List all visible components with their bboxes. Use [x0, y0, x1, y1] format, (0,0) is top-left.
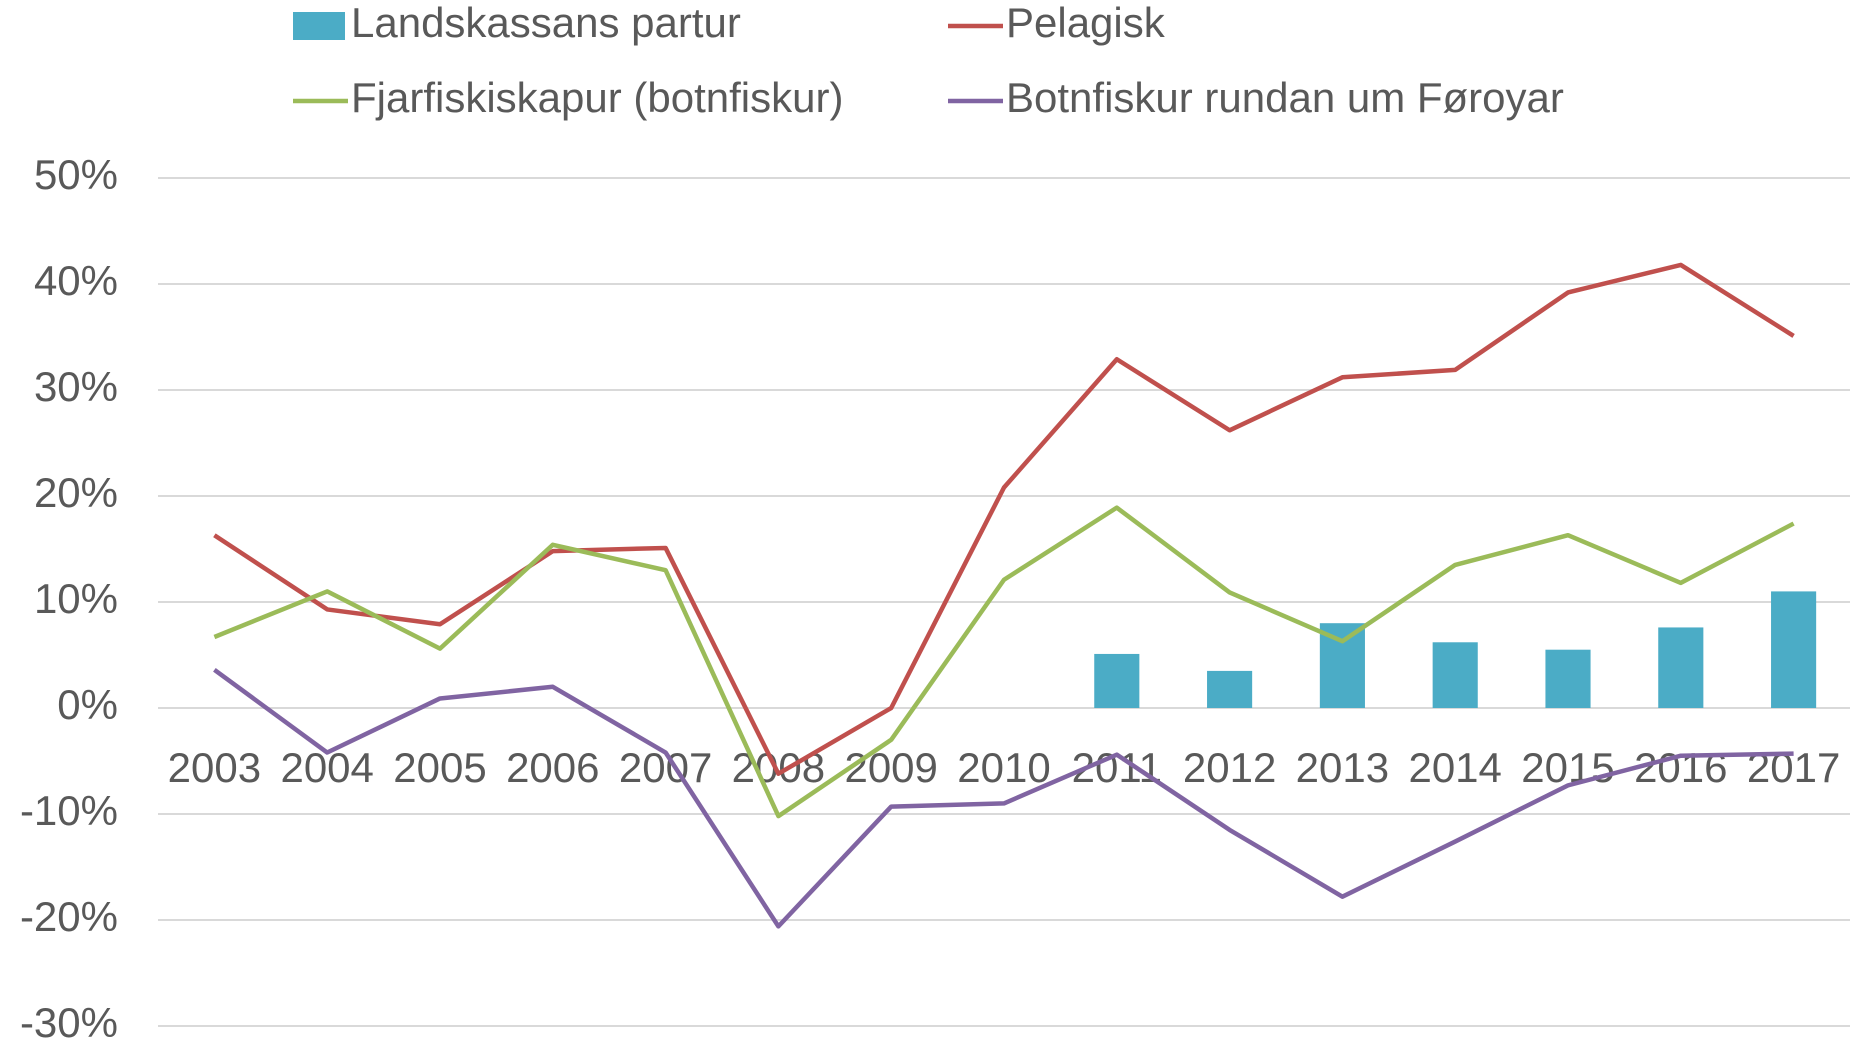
- legend-label: Pelagisk: [1006, 0, 1166, 46]
- y-tick-label: -10%: [20, 787, 118, 834]
- x-tick-label: 2012: [1183, 744, 1276, 791]
- x-tick-label: 2003: [168, 744, 261, 791]
- bar: [1658, 627, 1704, 708]
- y-tick-label: 20%: [34, 469, 118, 516]
- y-tick-label: 40%: [34, 257, 118, 304]
- legend-label: Fjarfiskiskapur (botnfiskur): [351, 74, 843, 121]
- x-tick-label: 2005: [393, 744, 486, 791]
- y-tick-label: -20%: [20, 893, 118, 940]
- x-tick-label: 2017: [1747, 744, 1840, 791]
- y-tick-label: 30%: [34, 363, 118, 410]
- line: [213, 262, 1795, 776]
- x-tick-label: 2014: [1408, 744, 1501, 791]
- line: [213, 505, 1795, 819]
- y-tick-label: 10%: [34, 575, 118, 622]
- x-tick-label: 2009: [844, 744, 937, 791]
- y-tick-label: 0%: [57, 681, 118, 728]
- line: [213, 668, 1794, 929]
- y-tick-label: 50%: [34, 151, 118, 198]
- legend-label: Landskassans partur: [351, 0, 741, 46]
- bar: [1545, 649, 1591, 708]
- x-tick-label: 2016: [1634, 744, 1727, 791]
- y-tick-label: -30%: [20, 999, 118, 1038]
- bar: [1319, 623, 1365, 708]
- bar: [1432, 642, 1478, 708]
- x-tick-label: 2010: [957, 744, 1050, 791]
- legend-swatch: [293, 12, 345, 40]
- bar: [1207, 670, 1253, 708]
- x-tick-label: 2008: [732, 744, 825, 791]
- x-tick-label: 2013: [1296, 744, 1389, 791]
- bar: [1771, 591, 1817, 708]
- bar: [1094, 653, 1140, 708]
- legend-label: Botnfiskur rundan um Føroyar: [1006, 74, 1564, 121]
- x-tick-label: 2006: [506, 744, 599, 791]
